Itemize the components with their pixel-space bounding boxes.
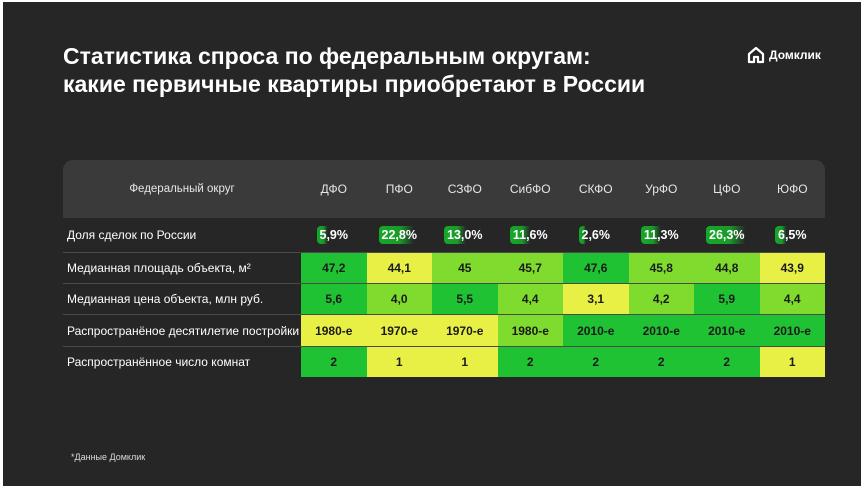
row-label: Распространённое число комнат (67, 355, 251, 369)
table-cell: 43,9 (759, 253, 825, 283)
table-cell: 4,4 (497, 284, 563, 314)
table-cell: 45,8 (628, 253, 694, 283)
table-cell: 1 (366, 347, 432, 377)
share-value: 6,5% (775, 226, 810, 244)
table-cell: 1 (432, 347, 498, 377)
share-row-label: Доля сделок по России (67, 228, 197, 242)
share-value: 5,9% (316, 226, 351, 244)
slide-title-text: Статистика спроса по федеральным округам… (63, 43, 646, 97)
share-row: Доля сделок по России 5,9% 22,8% 13,0% 11,6… (63, 218, 825, 252)
share-value: 11,3% (640, 226, 682, 244)
district-header: СКФО (578, 182, 613, 196)
domclick-logo: Домклик (747, 46, 821, 64)
table-cell: 2 (628, 347, 694, 377)
table-cell: 1 (759, 347, 825, 377)
share-cell: 13,0% (432, 218, 498, 252)
share-cell: 26,3% (694, 218, 760, 252)
table-cell: 2010-е (628, 315, 694, 346)
table-cell: 45 (432, 253, 498, 283)
share-value: 22,8% (378, 226, 420, 244)
district-header: ДФО (320, 182, 347, 196)
share-cell: 5,9% (301, 218, 367, 252)
table-cell: 4,0 (366, 284, 432, 314)
row-label: Медианная площадь объекта, м² (67, 261, 251, 275)
district-header: ПФО (385, 182, 413, 196)
row-label: Медианная цена объекта, млн руб. (67, 292, 264, 306)
data-rows: Медианная площадь объекта, м² 47,2 44,1 45 4… (63, 252, 825, 377)
table-cell: 4,2 (628, 284, 694, 314)
table-cell: 2010-е (694, 315, 760, 346)
table-cell: 5,5 (432, 284, 498, 314)
table-cell: 47,6 (563, 253, 629, 283)
share-cell: 6,5% (760, 218, 826, 252)
district-stats-table: Федеральный округ ДФО ПФО СЗФО СибФО СКФО УрФ… (63, 160, 825, 377)
table-cell: 1970-е (366, 315, 432, 346)
table-row: Распространённое число комнат 2 1 1 2 2 2 2 1 (63, 346, 825, 377)
table-cell: 3,1 (563, 284, 629, 314)
table-row: Медианная площадь объекта, м² 47,2 44,1 45 4… (63, 252, 825, 283)
header-label: Федеральный округ (129, 183, 235, 195)
slide: Статистика спроса по федеральным округам… (3, 2, 861, 486)
share-cell: 11,6% (498, 218, 564, 252)
table-cell: 2 (301, 347, 367, 377)
share-value: 13,0% (444, 226, 486, 244)
district-header: СибФО (509, 182, 551, 196)
table-cell: 45,7 (497, 253, 563, 283)
share-cell: 2,6% (563, 218, 629, 252)
district-header: УрФО (645, 182, 678, 196)
share-cell: 11,3% (629, 218, 695, 252)
table-cell: 2 (497, 347, 563, 377)
district-header: СЗФО (447, 182, 482, 196)
table-header: Федеральный округ ДФО ПФО СЗФО СибФО СКФО УрФ… (63, 160, 825, 218)
footnote: *Данные Домклик (71, 452, 146, 462)
slide-title: Статистика спроса по федеральным округам… (63, 42, 713, 98)
table-cell: 2010-е (759, 315, 825, 346)
share-value: 2,6% (578, 226, 613, 244)
district-header: ЦФО (713, 182, 741, 196)
table-cell: 47,2 (301, 253, 367, 283)
table-cell: 1980-е (497, 315, 563, 346)
table-cell: 44,8 (694, 253, 760, 283)
table-row: Медианная цена объекта, млн руб. 5,6 4,0 5,… (63, 283, 825, 314)
table-cell: 5,9 (694, 284, 760, 314)
row-label: Распространёное десятилетие постройки (67, 323, 300, 338)
share-value: 11,6% (509, 226, 551, 244)
table-cell: 5,6 (301, 284, 367, 314)
district-header: ЮФО (776, 182, 808, 196)
table-row: Распространёное десятилетие постройки 198… (63, 314, 825, 346)
table-cell: 2 (563, 347, 629, 377)
logo-text: Домклик (769, 48, 821, 62)
table-cell: 2010-е (563, 315, 629, 346)
share-cell: 22,8% (367, 218, 433, 252)
table-cell: 4,4 (759, 284, 825, 314)
table-cell: 1980-е (301, 315, 367, 346)
table-cell: 2 (694, 347, 760, 377)
table-cell: 44,1 (366, 253, 432, 283)
table-cell: 1970-е (432, 315, 498, 346)
share-value: 26,3% (706, 226, 748, 244)
domclick-house-icon (747, 46, 765, 64)
